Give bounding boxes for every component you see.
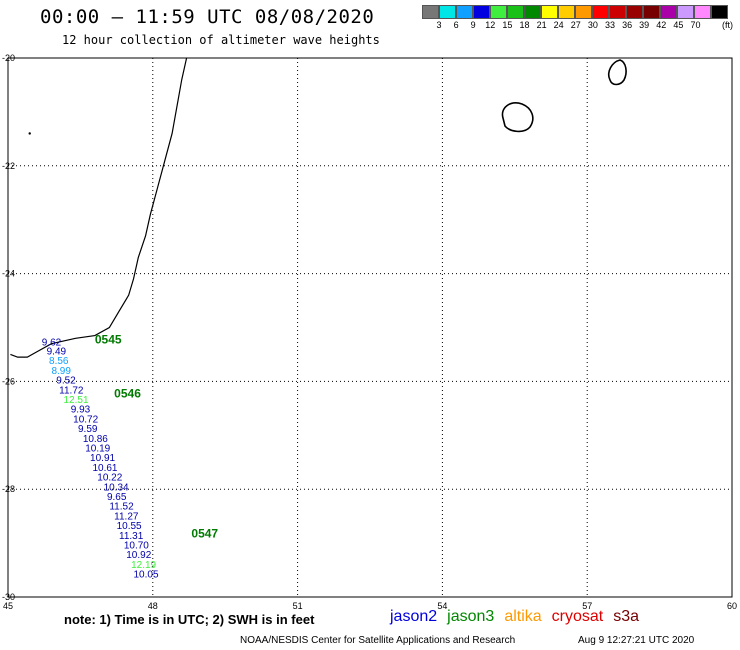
scale-tick-label: 33 bbox=[604, 20, 616, 30]
scale-tick-label: 27 bbox=[570, 20, 581, 30]
scale-tick-label: 70 bbox=[690, 20, 701, 30]
wave-height-color-scale: (ft) 3 6 9 12 15 18 21 24 27 30 33 36 39 42 45 70 bbox=[422, 5, 733, 35]
wave-height-value: 11.72 bbox=[59, 385, 84, 396]
scale-swatch bbox=[626, 5, 643, 19]
wave-height-value: 10.05 bbox=[133, 570, 158, 581]
map-subtitle: 12 hour collection of altimeter wave hei… bbox=[62, 33, 380, 47]
scale-tick-label: 15 bbox=[502, 20, 513, 30]
pass-time-label: 0547 bbox=[191, 527, 218, 541]
wave-height-value: 10.61 bbox=[92, 463, 117, 474]
wave-height-value: 8.56 bbox=[49, 356, 69, 367]
scale-tick-label: 24 bbox=[553, 20, 564, 30]
legend-cryosat: cryosat bbox=[551, 608, 604, 625]
scale-swatch bbox=[609, 5, 626, 19]
scale-ticks: (ft) 3 6 9 12 15 18 21 24 27 30 33 36 39 42 45 70 bbox=[422, 19, 733, 33]
longitude-label: 57 bbox=[582, 601, 592, 611]
scale-tick-label: 6 bbox=[453, 20, 459, 30]
wave-height-value: 10.55 bbox=[117, 521, 142, 532]
wave-height-value: 10.86 bbox=[83, 434, 108, 445]
scale-tick-label: 9 bbox=[470, 20, 476, 30]
scale-tick-label: 30 bbox=[587, 20, 598, 30]
longitude-label: 45 bbox=[3, 601, 13, 611]
wave-height-value: 10.19 bbox=[85, 443, 110, 454]
credit-text: NOAA/NESDIS Center for Satellite Applica… bbox=[240, 635, 516, 646]
longitude-label: 60 bbox=[727, 601, 737, 611]
scale-swatch bbox=[541, 5, 558, 19]
scale-tick-label: 3 bbox=[436, 20, 442, 30]
map-frame bbox=[7, 57, 733, 598]
scale-tick-label: 45 bbox=[673, 20, 684, 30]
wave-height-value: 8.99 bbox=[51, 366, 71, 377]
map-title: 00:00 – 11:59 UTC 08/08/2020 bbox=[40, 6, 375, 28]
scale-tick-label: 21 bbox=[536, 20, 547, 30]
scale-swatch bbox=[507, 5, 524, 19]
scale-tick-label: 39 bbox=[639, 20, 650, 30]
wave-height-value: 10.92 bbox=[126, 550, 151, 561]
generated-timestamp: Aug 9 12:27:21 UTC 2020 bbox=[578, 635, 695, 646]
scale-tick-label: 36 bbox=[622, 20, 633, 30]
wave-height-value: 10.72 bbox=[73, 414, 98, 425]
reunion-island bbox=[501, 102, 534, 133]
wave-height-value: 9.62 bbox=[42, 337, 62, 348]
wave-height-value: 10.34 bbox=[104, 482, 129, 493]
wave-height-value: 11.52 bbox=[109, 502, 134, 513]
wave-height-value: 9.59 bbox=[78, 424, 98, 435]
wave-height-value: 10.91 bbox=[90, 453, 115, 464]
wave-height-value: 12.19 bbox=[131, 560, 156, 571]
pass-time-label: 0546 bbox=[114, 387, 141, 401]
satellite-legend: jason2 jason3 altika cryosat s3a bbox=[390, 608, 649, 626]
scale-swatch bbox=[677, 5, 694, 19]
latitude-label: -24 bbox=[2, 269, 15, 279]
latitude-label: -28 bbox=[2, 484, 15, 494]
scale-swatch bbox=[558, 5, 575, 19]
wave-height-value: 11.27 bbox=[114, 511, 139, 522]
scale-swatch bbox=[456, 5, 473, 19]
scale-swatch bbox=[592, 5, 609, 19]
latitude-label: -26 bbox=[2, 376, 15, 386]
longitude-label: 48 bbox=[148, 601, 158, 611]
legend-jason3: jason3 bbox=[447, 608, 495, 625]
scale-swatch bbox=[694, 5, 711, 19]
wave-height-value: 9.49 bbox=[47, 346, 67, 357]
scale-swatch bbox=[439, 5, 456, 19]
scale-swatch bbox=[473, 5, 490, 19]
latitude-label: -30 bbox=[2, 592, 15, 602]
wave-height-value: 12.51 bbox=[64, 395, 89, 406]
scale-tick-label: 12 bbox=[485, 20, 496, 30]
wave-height-value: 10.22 bbox=[97, 473, 122, 484]
scale-swatch bbox=[524, 5, 541, 19]
latitude-label: -20 bbox=[2, 53, 15, 63]
mauritius-island bbox=[607, 59, 627, 86]
wave-height-value: 10.70 bbox=[124, 540, 149, 551]
longitude-label: 54 bbox=[437, 601, 447, 611]
footnote: note: 1) Time is in UTC; 2) SWH is in fe… bbox=[64, 612, 315, 627]
legend-altika: altika bbox=[504, 608, 542, 625]
scale-swatch bbox=[490, 5, 507, 19]
wave-height-value: 9.65 bbox=[107, 492, 127, 503]
latitude-label: -22 bbox=[2, 161, 15, 171]
longitude-label: 51 bbox=[293, 601, 303, 611]
scale-swatch bbox=[575, 5, 592, 19]
wave-height-value: 9.52 bbox=[56, 376, 76, 387]
scale-swatch bbox=[660, 5, 677, 19]
wave-height-value: 11.31 bbox=[119, 531, 144, 542]
pass-time-label: 0545 bbox=[95, 333, 122, 347]
scale-unit: (ft) bbox=[722, 20, 733, 30]
madagascar-coastline bbox=[10, 57, 188, 358]
wave-height-value: 9.93 bbox=[71, 405, 91, 416]
scale-swatch bbox=[643, 5, 660, 19]
legend-jason2: jason2 bbox=[390, 608, 438, 625]
legend-s3a: s3a bbox=[613, 608, 640, 625]
color-swatches bbox=[422, 5, 730, 19]
scale-swatch bbox=[711, 5, 728, 19]
scale-tick-label: 18 bbox=[519, 20, 530, 30]
scale-swatch bbox=[422, 5, 439, 19]
scale-tick-label: 42 bbox=[656, 20, 667, 30]
small-island bbox=[28, 132, 31, 135]
